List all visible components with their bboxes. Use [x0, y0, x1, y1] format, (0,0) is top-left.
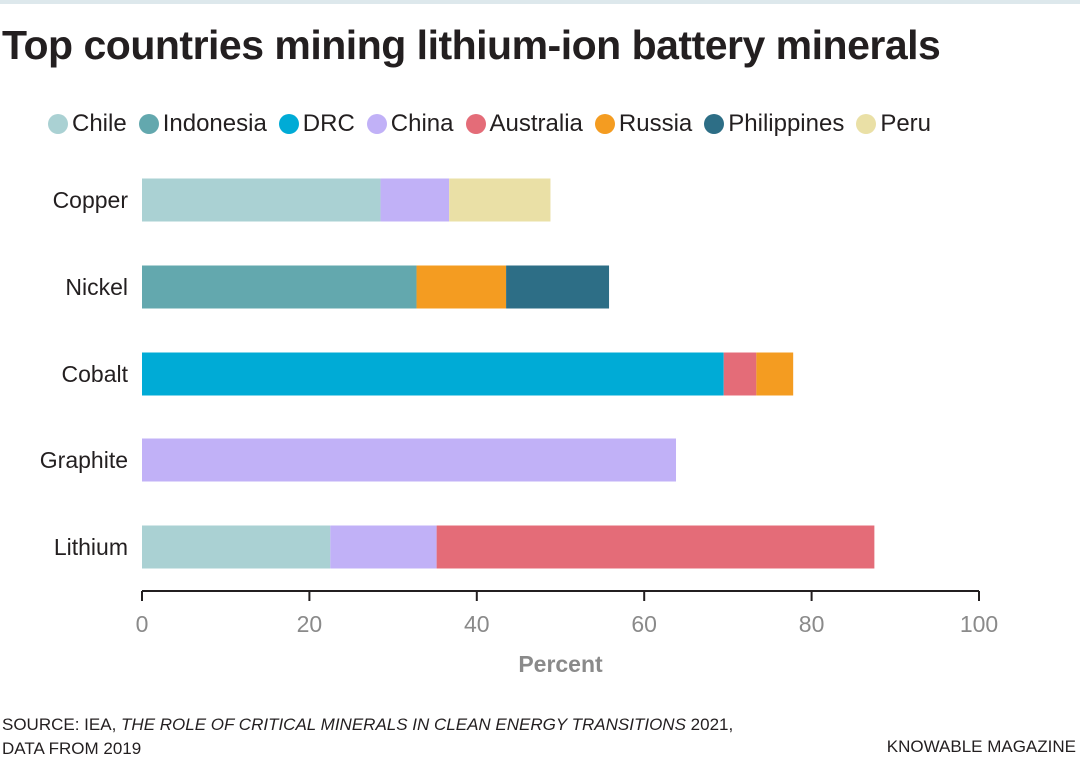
- category-label: Graphite: [40, 447, 128, 473]
- chart-title: Top countries mining lithium-ion battery…: [2, 22, 941, 68]
- bar-segment-nickel-philippines: [506, 265, 610, 309]
- bar-chart: Copper Nickel Cobalt Graphite Lithium 0 20 40 60…: [40, 178, 998, 677]
- legend-item: Indonesia: [138, 110, 267, 138]
- legend-swatch: [856, 114, 877, 134]
- legend-item: China: [366, 110, 454, 138]
- legend-swatch: [704, 114, 725, 134]
- bar-segment-lithium-chile: [142, 525, 331, 569]
- category-label: Nickel: [65, 274, 128, 300]
- x-tick-label: 40: [464, 611, 490, 637]
- legend-label: China: [390, 110, 454, 137]
- x-axis-title: Percent: [518, 651, 603, 677]
- source-line-2: DATA FROM 2019: [2, 739, 142, 758]
- bar-segment-nickel-russia: [416, 265, 507, 309]
- legend-label: DRC: [302, 110, 355, 137]
- legend-swatch: [48, 114, 68, 134]
- source-line-1: SOURCE: IEA, THE ROLE OF CRITICAL MINERA…: [2, 713, 733, 737]
- category-label: Cobalt: [62, 361, 129, 387]
- x-tick-label: 80: [799, 611, 825, 637]
- category-label: Lithium: [54, 534, 128, 560]
- legend-swatch: [594, 114, 615, 134]
- source-suffix: 2021,: [685, 715, 734, 734]
- bar-segment-graphite-china: [142, 438, 677, 482]
- bar-segment-nickel-indonesia: [142, 265, 417, 309]
- x-tick-label: 60: [631, 611, 657, 637]
- x-tick-label: 0: [136, 611, 149, 637]
- legend-item: Philippines: [704, 110, 844, 138]
- x-tick-label: 100: [960, 611, 998, 637]
- bar-segment-lithium-china: [330, 525, 437, 569]
- legend-item: Chile: [48, 110, 127, 138]
- source-publication: THE ROLE OF CRITICAL MINERALS IN CLEAN E…: [121, 715, 686, 734]
- bar-segment-cobalt-drc: [142, 352, 724, 396]
- source-prefix: SOURCE: IEA,: [2, 715, 122, 734]
- legend-swatch: [278, 114, 299, 134]
- top-rule: [0, 0, 1080, 4]
- legend-label: Australia: [489, 110, 583, 137]
- bar-segment-cobalt-russia: [756, 352, 794, 396]
- legend-item: Australia: [465, 110, 583, 138]
- bar-segment-copper-china: [380, 178, 450, 222]
- legend-swatch: [138, 114, 159, 134]
- legend-item: DRC: [278, 110, 355, 138]
- bar-segment-copper-peru: [449, 178, 551, 222]
- legend-swatch: [465, 114, 486, 134]
- legend-label: Indonesia: [162, 110, 267, 137]
- legend-item: Peru: [856, 110, 931, 138]
- source-note: SOURCE: IEA, THE ROLE OF CRITICAL MINERA…: [2, 713, 733, 761]
- legend-label: Chile: [72, 110, 127, 137]
- bar-segment-copper-chile: [142, 178, 381, 222]
- legend-label: Peru: [880, 110, 932, 137]
- brand-credit: KNOWABLE MAGAZINE: [886, 737, 1076, 756]
- bar-segment-lithium-australia: [436, 525, 875, 569]
- bar-segment-cobalt-australia: [723, 352, 757, 396]
- chart-legend: Chile Indonesia DRC China Australia Russia Phi…: [48, 110, 943, 138]
- x-tick-label: 20: [297, 611, 323, 637]
- legend-swatch: [366, 114, 387, 134]
- legend-label: Philippines: [728, 110, 845, 137]
- category-label: Copper: [53, 187, 129, 213]
- legend-label: Russia: [618, 110, 693, 137]
- legend-item: Russia: [594, 110, 693, 138]
